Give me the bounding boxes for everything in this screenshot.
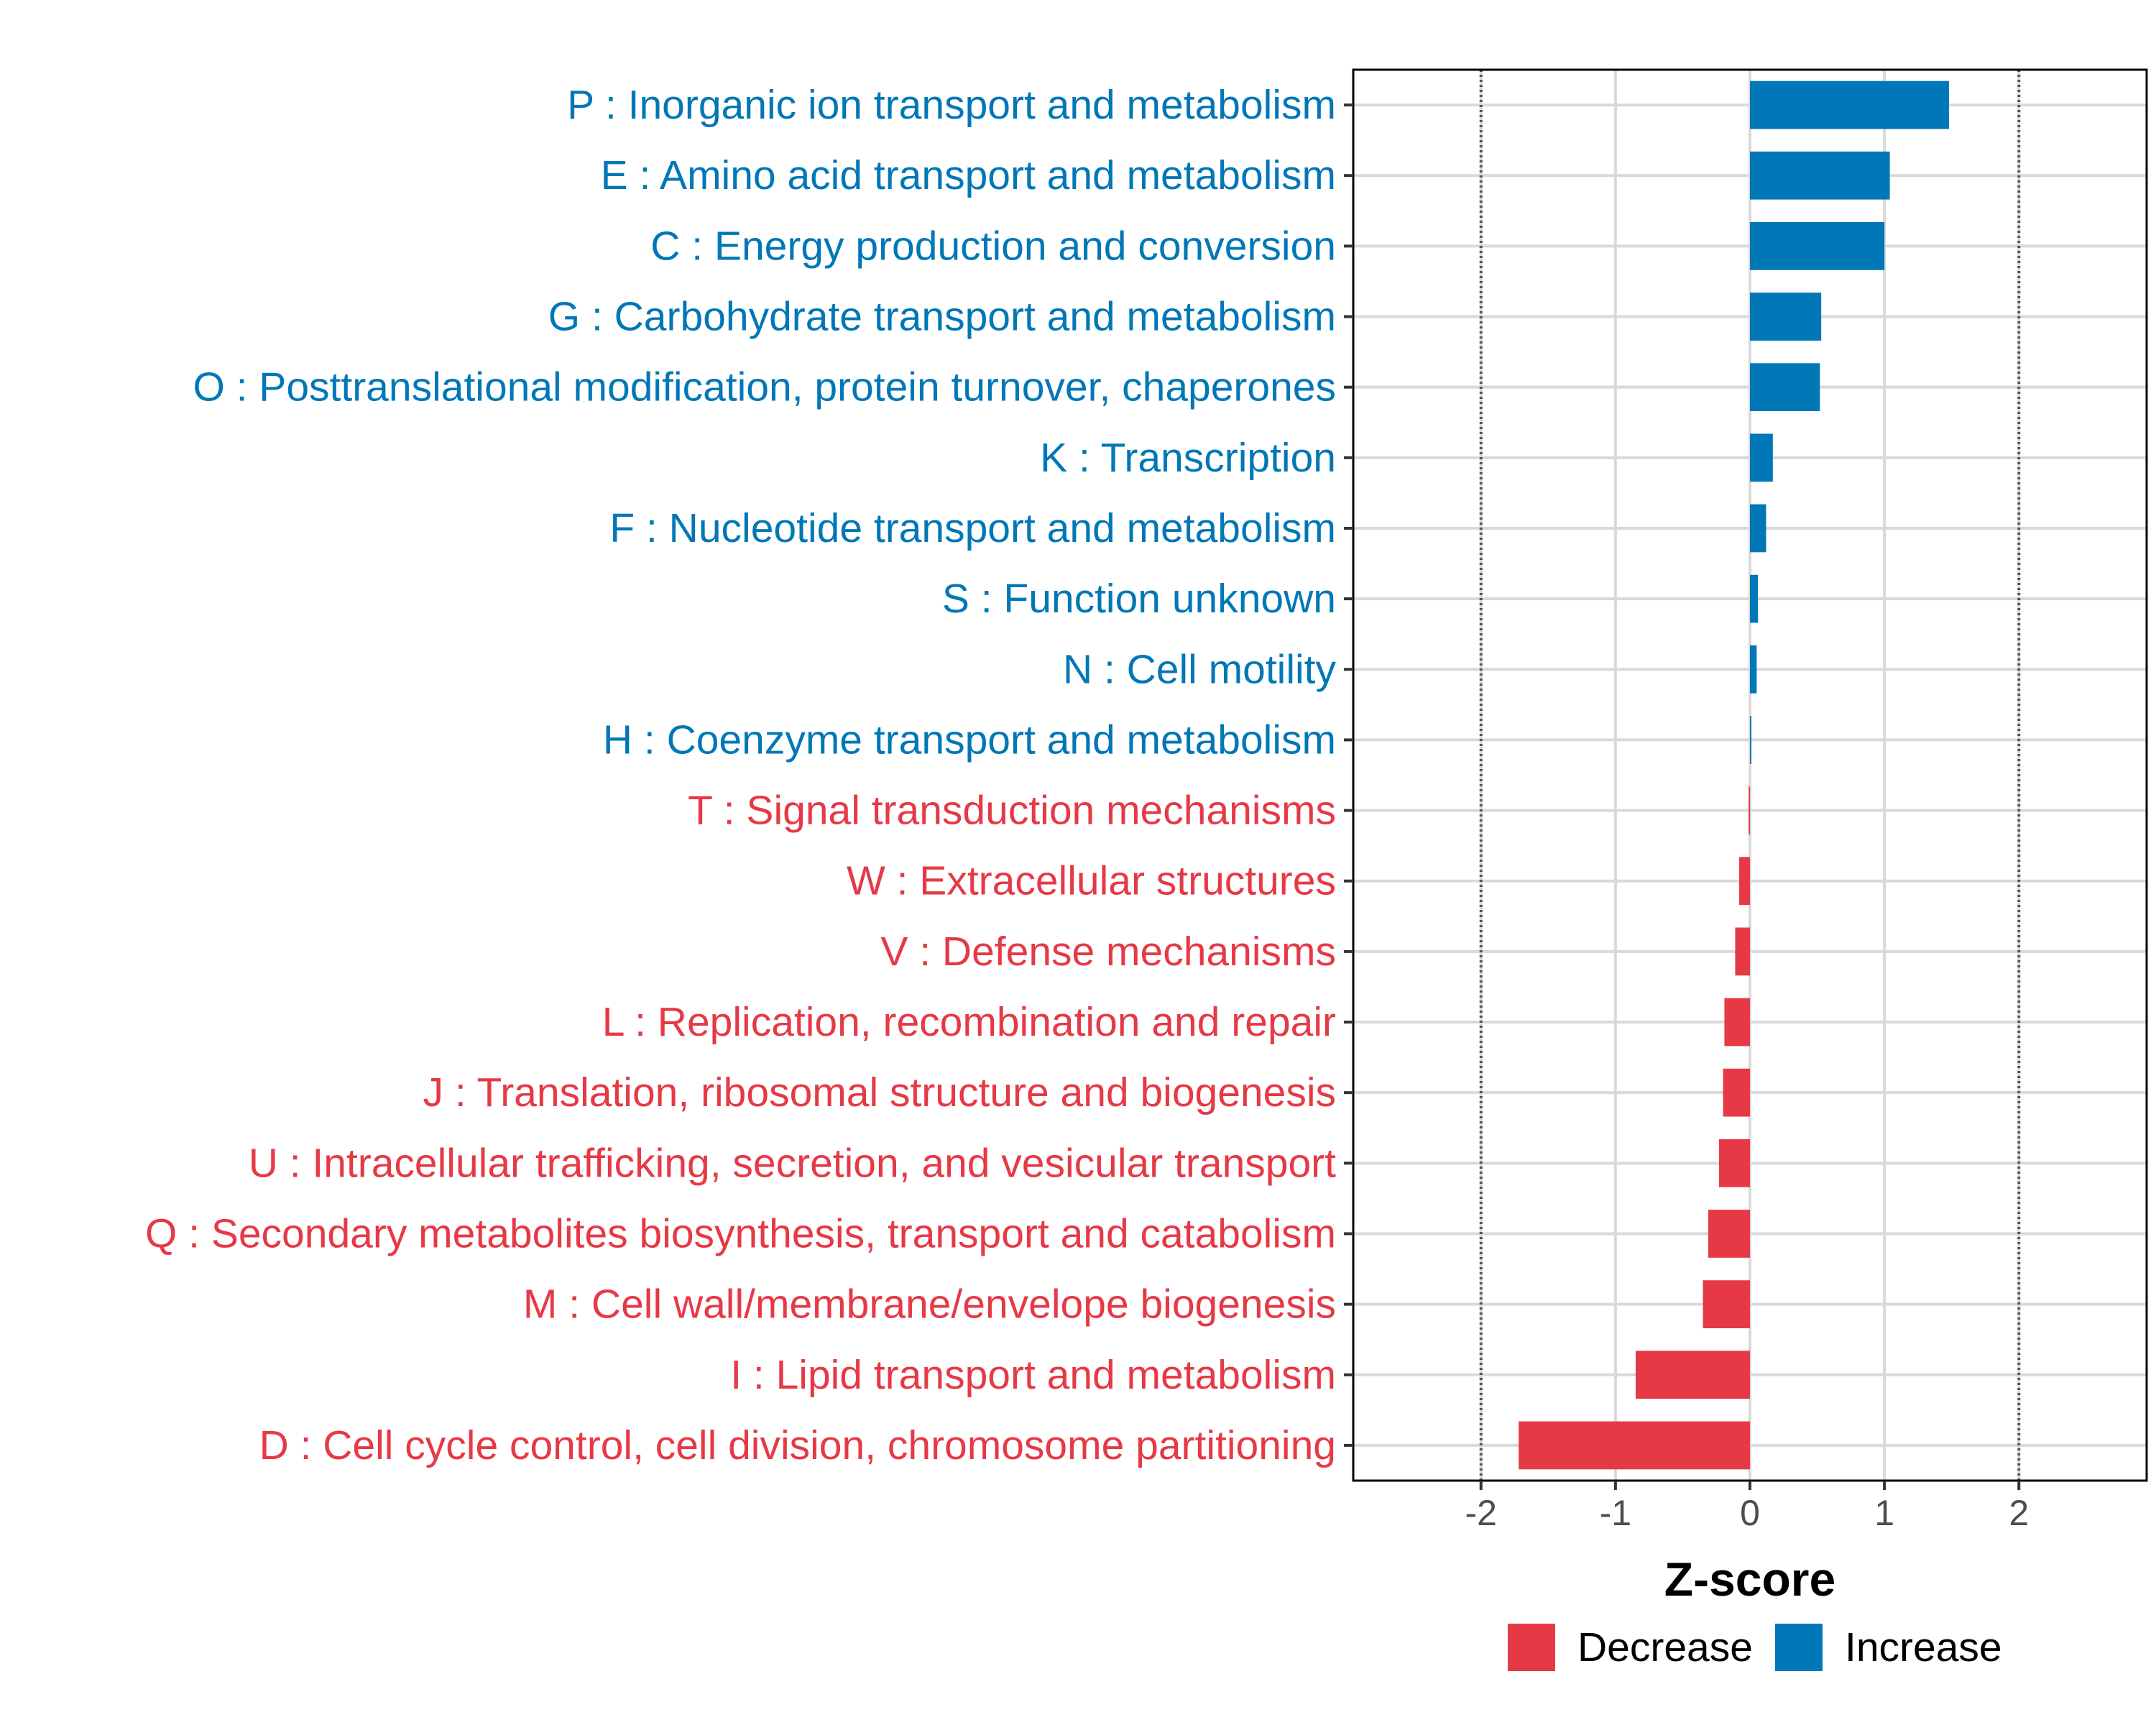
grid-lines (1353, 70, 2147, 1481)
x-tick-label: 2 (2009, 1493, 2029, 1533)
bar (1750, 716, 1751, 764)
bar (1749, 786, 1751, 834)
y-ticks (1344, 104, 1353, 1447)
legend-label: Decrease (1577, 1624, 1753, 1670)
x-ticks: -2 -1 0 1 2 (1465, 1481, 2029, 1533)
category-label: L : Replication, recombination and repai… (602, 999, 1336, 1045)
x-tick-label: 1 (1874, 1493, 1894, 1533)
category-label: D : Cell cycle control, cell division, c… (259, 1422, 1336, 1468)
legend: Decrease Increase (1508, 1624, 2002, 1671)
category-label: F : Nucleotide transport and metabolism (609, 505, 1336, 551)
bar (1750, 504, 1766, 553)
category-labels: P : Inorganic ion transport and metaboli… (145, 82, 1337, 1468)
bar (1635, 1351, 1750, 1399)
bar (1750, 574, 1759, 623)
legend-swatch (1508, 1624, 1555, 1671)
bar (1750, 645, 1757, 694)
category-label: W : Extracellular structures (847, 858, 1336, 904)
category-label: G : Carbohydrate transport and metabolis… (548, 294, 1336, 340)
category-label: P : Inorganic ion transport and metaboli… (567, 82, 1336, 128)
legend-label: Increase (1845, 1624, 2002, 1670)
bar (1724, 998, 1750, 1046)
category-label: K : Transcription (1040, 435, 1336, 481)
category-label: V : Defense mechanisms (880, 929, 1336, 975)
bar (1718, 1138, 1750, 1187)
category-label: J : Translation, ribosomal structure and… (423, 1070, 1336, 1116)
category-label: T : Signal transduction mechanisms (688, 788, 1336, 834)
bar (1750, 80, 1949, 129)
bar (1750, 433, 1773, 482)
category-label: U : Intracellular trafficking, secretion… (249, 1140, 1336, 1186)
legend-swatch (1775, 1624, 1823, 1671)
x-tick-label: -1 (1600, 1493, 1631, 1533)
category-label: O : Posttranslational modification, prot… (193, 364, 1336, 410)
bar (1750, 363, 1820, 412)
reference-lines (1479, 70, 2021, 1481)
category-label: E : Amino acid transport and metabolism (601, 152, 1336, 198)
bar (1519, 1421, 1750, 1470)
category-label: I : Lipid transport and metabolism (730, 1352, 1336, 1398)
bar (1750, 222, 1885, 270)
bar (1735, 927, 1750, 976)
x-tick-label: -2 (1465, 1493, 1497, 1533)
bar (1708, 1210, 1750, 1258)
bar (1723, 1068, 1750, 1117)
category-label: N : Cell motility (1063, 646, 1337, 692)
category-label: H : Coenzyme transport and metabolism (603, 717, 1336, 763)
x-axis-title: Z-score (1664, 1552, 1835, 1606)
bar (1750, 293, 1822, 341)
category-label: S : Function unknown (942, 576, 1336, 622)
category-label: M : Cell wall/membrane/envelope biogenes… (523, 1282, 1336, 1328)
category-label: Q : Secondary metabolites biosynthesis, … (145, 1210, 1336, 1256)
bar (1703, 1280, 1750, 1328)
category-label: C : Energy production and conversion (650, 223, 1336, 269)
x-tick-label: 0 (1740, 1493, 1760, 1533)
bar (1739, 857, 1750, 906)
bar (1750, 151, 1890, 200)
bars (1519, 80, 1949, 1470)
